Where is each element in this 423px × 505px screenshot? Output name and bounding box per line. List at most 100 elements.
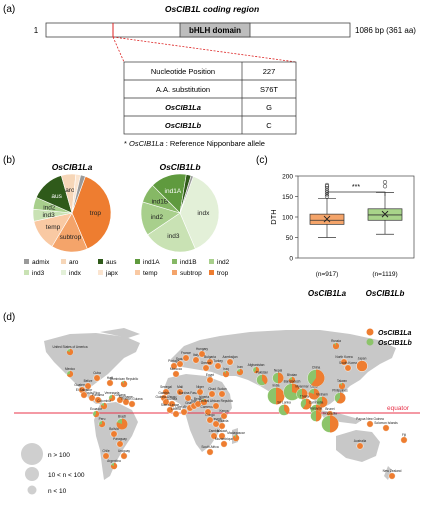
country-pie-iraq: Iraq bbox=[222, 367, 230, 378]
table-cell: S76T bbox=[260, 85, 278, 94]
table-cell: 227 bbox=[263, 67, 276, 76]
table-cell: OsCIB1La bbox=[165, 103, 201, 112]
country-pie-central-african-republic: Central African Republic bbox=[199, 399, 233, 410]
bhlh-domain-box bbox=[179, 22, 251, 38]
country-label: Congo bbox=[205, 413, 215, 417]
pie-slice-oscib1la bbox=[204, 408, 212, 416]
pie-slice-label: aus bbox=[51, 193, 62, 200]
pie-slice-oscib1la bbox=[302, 398, 312, 410]
country-label: Venezuela bbox=[105, 391, 120, 395]
country-label: Brazil bbox=[118, 415, 126, 419]
pie-slice-oscib1la bbox=[356, 442, 364, 450]
country-pie-belize: Belize bbox=[84, 379, 93, 390]
country-pie-italy: Italy bbox=[192, 353, 200, 364]
outlier-point bbox=[324, 182, 330, 188]
legend-label-subtrop: subtrop bbox=[180, 270, 202, 277]
country-label: Bolivia bbox=[109, 427, 119, 431]
country-pie-brazil: Brazil bbox=[116, 415, 128, 430]
pie-slice-indx bbox=[179, 175, 220, 250]
pie-slice-oscib1la bbox=[226, 358, 234, 366]
country-pie-peru: Peru bbox=[98, 417, 106, 428]
legend-swatch-ind1B bbox=[172, 259, 177, 264]
country-pie-australia: Australia bbox=[354, 439, 366, 450]
pie-slice-oscib1la bbox=[93, 374, 101, 382]
country-pie-russia: Russia bbox=[331, 339, 341, 350]
pie-slice-oscib1la bbox=[100, 402, 108, 410]
pie-slice-oscib1la bbox=[162, 388, 170, 396]
pie-slice-oscib1la bbox=[198, 350, 206, 358]
outlier-point bbox=[382, 184, 388, 189]
country-label: Egypt bbox=[206, 373, 214, 377]
significance-stars: *** bbox=[352, 184, 360, 191]
country-pie-cameroon: Cameroon bbox=[201, 405, 216, 416]
table-cell: G bbox=[266, 103, 272, 112]
country-pie-suriname: Suriname bbox=[119, 395, 133, 406]
country-pie-venezuela: Venezuela bbox=[105, 391, 120, 402]
pie-slice-label: ind1A bbox=[165, 188, 182, 195]
country-pie-niger: Niger bbox=[196, 385, 205, 396]
continent-north-america bbox=[44, 333, 140, 392]
map-color-legend: OsCIB1La OsCIB1Lb bbox=[366, 328, 413, 347]
country-label: Cuba bbox=[93, 371, 101, 375]
country-label: Liberia bbox=[171, 407, 181, 411]
pie-slice-oscib1la bbox=[196, 388, 204, 396]
country-label: Sri Lanka bbox=[277, 401, 291, 405]
country-pie-zambia: Zambia bbox=[209, 429, 220, 440]
country-label: Pakistan bbox=[256, 371, 268, 375]
size-legend-large bbox=[21, 443, 43, 465]
country-pie-malawi: Malawi bbox=[217, 429, 227, 440]
pie-slice-oscib1la bbox=[212, 420, 220, 428]
gene-end-label: 1086 bp (361 aa) bbox=[355, 26, 416, 35]
country-pie-mozambique: Mozambique bbox=[215, 437, 233, 448]
map-size-legend: n > 100 10 < n < 100 n < 10 bbox=[21, 443, 85, 495]
panel-a-label: (a) bbox=[3, 4, 15, 15]
pie-slice-oscib1la bbox=[236, 368, 244, 376]
country-label: Bulgaria bbox=[204, 355, 216, 359]
country-pie-tanzania: Tanzania bbox=[216, 419, 229, 430]
country-pie-greece: Greece bbox=[201, 361, 211, 372]
country-pie-ecuador: Ecuador bbox=[90, 407, 103, 418]
legend-text-oscib1lb: OsCIB1Lb bbox=[378, 340, 413, 347]
country-label: Fiji bbox=[402, 433, 406, 437]
country-label: Papua New Guinea bbox=[356, 417, 384, 421]
pie-slice-oscib1la bbox=[208, 390, 216, 398]
pie-slice-label: trop bbox=[90, 210, 102, 217]
y-tick-label: 200 bbox=[282, 174, 293, 181]
country-label: Benin bbox=[194, 397, 202, 401]
country-pie-guinea: Guinea bbox=[167, 397, 177, 408]
pie-slice-oscib1la bbox=[120, 452, 128, 460]
country-label: Togo bbox=[191, 399, 198, 403]
country-label: Tanzania bbox=[216, 419, 229, 423]
pie-slice-oscib1la bbox=[218, 422, 226, 430]
pie-slice-admix bbox=[179, 175, 194, 214]
pie-slice-oscib1la bbox=[162, 398, 170, 406]
pie-slice-oscib1la bbox=[194, 400, 202, 408]
country-label: Solomon Islands bbox=[374, 421, 398, 425]
pie-slice-oscib1la bbox=[210, 432, 218, 440]
country-pie-panama: Panama bbox=[92, 393, 104, 404]
country-pie-indonesia: Indonesia bbox=[321, 412, 339, 433]
country-label: Chad bbox=[208, 387, 216, 391]
country-label: Afghanistan bbox=[248, 363, 265, 367]
y-tick-label: 0 bbox=[289, 256, 293, 263]
country-pie-dominican-republic: Dominican Republic bbox=[110, 377, 139, 388]
country-pie-cuba: Cuba bbox=[93, 371, 101, 382]
country-pie-france: France bbox=[181, 351, 191, 362]
bhlh-domain-label: bHLH domain bbox=[189, 26, 241, 35]
country-pie-south-africa: South Africa bbox=[201, 445, 219, 456]
table-cell: Nucleotide Position bbox=[151, 67, 215, 76]
pie-slice-oscib1la bbox=[366, 420, 374, 428]
country-pie-south-korea: South Korea bbox=[339, 361, 357, 372]
country-pie-kenya: Kenya bbox=[219, 409, 229, 420]
country-label: North Korea bbox=[335, 355, 352, 359]
pie-slice-oscib1la bbox=[110, 462, 118, 470]
country-label: Dominican Republic bbox=[110, 377, 139, 381]
country-label: Philippines bbox=[332, 389, 348, 393]
country-pie-chile: Chile bbox=[102, 449, 110, 460]
country-pie-azerbaijan: Azerbaijan bbox=[222, 355, 238, 366]
panel-d-label: (d) bbox=[3, 312, 15, 323]
pie-slice-oscib1la bbox=[338, 382, 346, 390]
country-pie-bulgaria: Bulgaria bbox=[204, 355, 216, 366]
legend-label-indx: indx bbox=[69, 270, 82, 277]
